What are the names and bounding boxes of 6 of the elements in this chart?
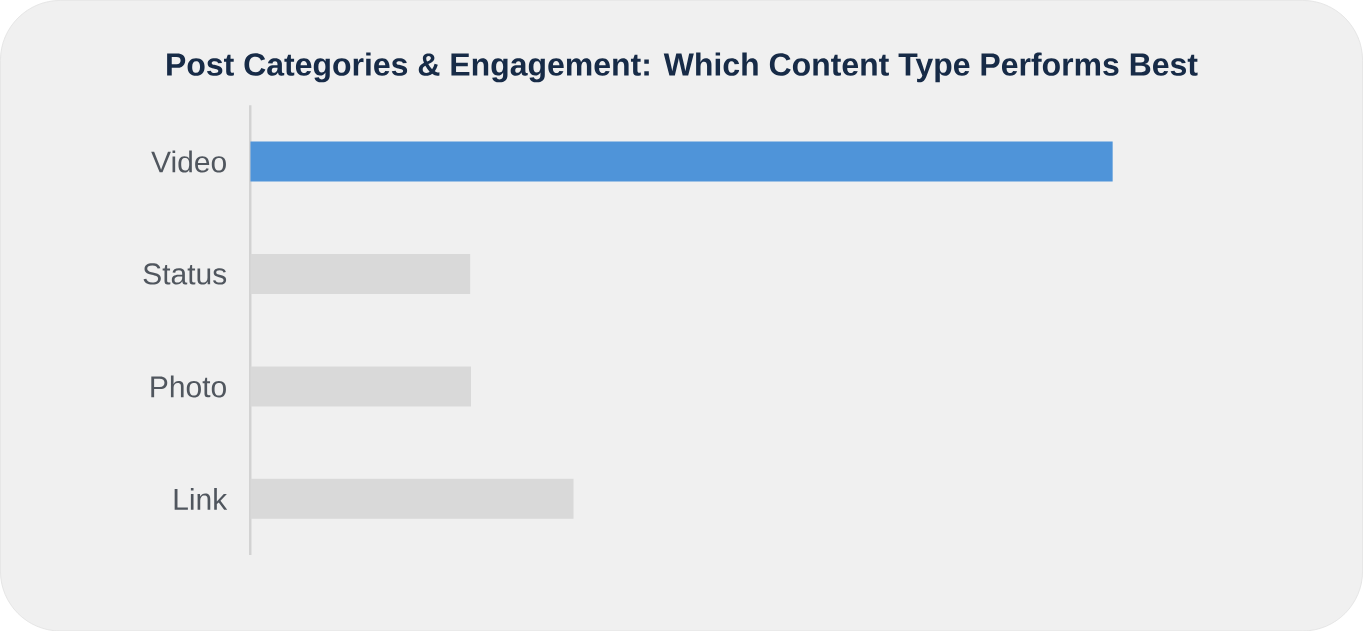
y-tick-label: Link <box>174 487 228 510</box>
bar <box>250 141 1113 182</box>
y-tick-label: Photo <box>151 375 226 398</box>
chart-title: Post Categories & Engagement: Which Content Type Performs Best <box>167 52 1198 83</box>
y-tick-label: Video <box>151 150 226 173</box>
y-tick-label: Status <box>143 263 227 285</box>
